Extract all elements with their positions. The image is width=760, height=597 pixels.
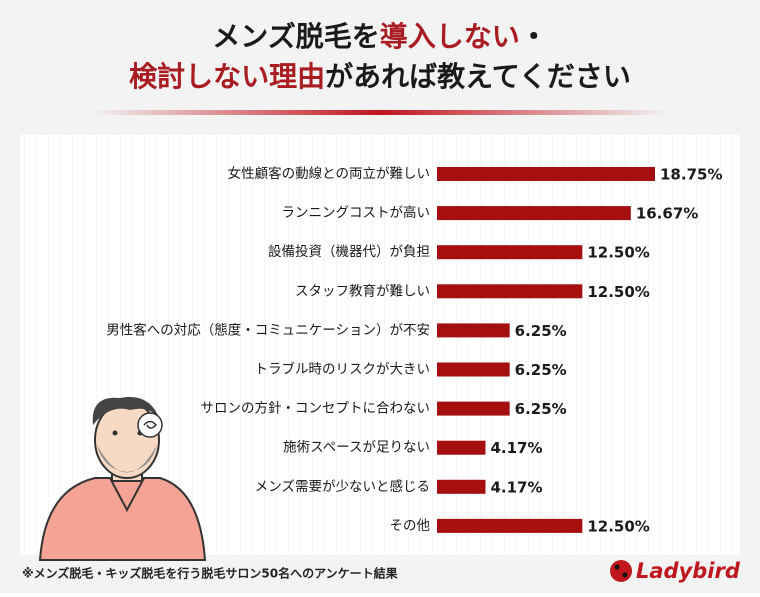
value-label: 12.50% — [587, 283, 649, 301]
value-label: 4.17% — [490, 478, 542, 496]
logo: Ladybird — [610, 559, 741, 583]
category-label: メンズ需要が少ないと感じる — [255, 478, 430, 495]
category-label: その他 — [390, 518, 431, 534]
title-segment: ・ — [520, 20, 548, 53]
category-label: 女性顧客の動線との両立が難しい — [228, 165, 430, 182]
title-segment: 検討しない理由 — [129, 60, 325, 93]
value-label: 12.50% — [587, 244, 649, 262]
value-label: 16.67% — [636, 205, 698, 223]
bar — [437, 362, 510, 377]
bar — [437, 440, 486, 455]
value-label: 6.25% — [515, 400, 567, 418]
title-line: メンズ脱毛を導入しない・ — [212, 20, 547, 53]
category-label: サロンの方針・コンセプトに合わない — [201, 401, 431, 417]
category-label: ランニングコストが高い — [282, 204, 431, 221]
category-label: トラブル時のリスクが大きい — [255, 361, 431, 378]
bar — [437, 479, 486, 494]
person-illustration — [38, 396, 207, 561]
title-segment: があれば教えてください — [325, 60, 631, 93]
value-label: 6.25% — [515, 322, 567, 340]
bar — [437, 323, 510, 338]
bar — [437, 518, 583, 533]
bar — [437, 245, 583, 260]
value-label: 6.25% — [515, 361, 567, 379]
footnote: ※メンズ脱毛・キッズ脱毛を行う脱毛サロン50名へのアンケート結果 — [22, 566, 398, 581]
title-underline — [90, 110, 670, 115]
bars: 女性顧客の動線との両立が難しい 18.75% ランニングコストが高い 16.67% 設備… — [106, 165, 722, 535]
value-label: 18.75% — [660, 166, 722, 184]
logo-text: Ladybird — [636, 559, 741, 583]
value-label: 4.17% — [490, 439, 542, 457]
category-label: スタッフ教育が難しい — [295, 283, 430, 299]
bar — [437, 167, 655, 181]
title: メンズ脱毛を導入しない・検討しない理由があれば教えてください — [129, 20, 631, 93]
title-segment: 導入しない — [380, 20, 520, 53]
value-label: 12.50% — [587, 517, 649, 535]
bar — [437, 284, 583, 299]
title-line: 検討しない理由があれば教えてください — [129, 60, 631, 93]
bar — [437, 401, 510, 416]
category-label: 施術スペースが足りない — [283, 440, 430, 456]
bar — [437, 206, 631, 221]
category-label: 男性客への対応（態度・コミュニケーション）が不安 — [106, 321, 430, 338]
title-segment: メンズ脱毛を — [212, 20, 379, 53]
category-label: 設備投資（機器代）が負担 — [268, 244, 430, 260]
